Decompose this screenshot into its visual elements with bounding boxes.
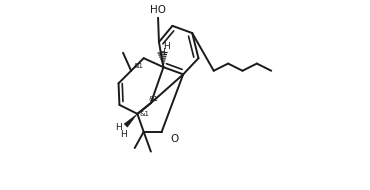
Text: &1: &1	[134, 63, 144, 69]
Polygon shape	[124, 114, 137, 127]
Text: H: H	[158, 48, 165, 57]
Text: H: H	[115, 123, 122, 132]
Text: H: H	[120, 130, 127, 139]
Text: &1: &1	[148, 96, 158, 102]
Text: HO: HO	[150, 5, 166, 15]
Text: O: O	[170, 134, 178, 144]
Text: H: H	[164, 42, 170, 51]
Text: &1: &1	[139, 111, 149, 117]
